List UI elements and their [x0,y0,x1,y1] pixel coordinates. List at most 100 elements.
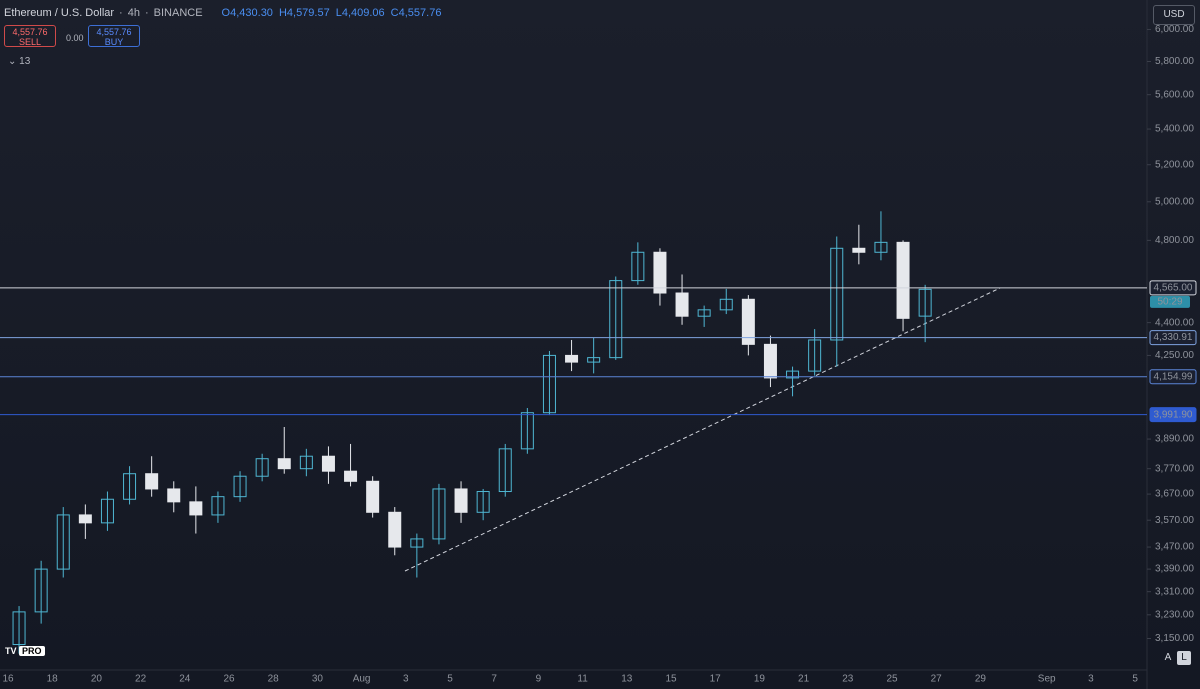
x-tick-label: 25 [886,674,898,685]
candle-body [653,251,667,294]
x-tick-label: 3 [403,674,409,685]
candle-body [34,568,48,613]
candle-body [100,498,114,524]
indicator-count: 13 [19,56,31,67]
candle-body [12,611,26,646]
buy-button[interactable]: 4,557.76 BUY [88,25,140,47]
candle-body [520,412,534,450]
trend-line [404,287,1001,572]
candle-body [918,288,932,317]
candle-body [542,354,556,414]
y-tick-label: 3,310.00 [1155,586,1194,597]
y-tick-label: 6,000.00 [1155,24,1194,35]
candle-body [565,354,579,363]
x-tick-label: 11 [577,674,588,685]
candle-body [410,538,424,548]
candle-body [631,251,645,282]
y-tick-label: 3,230.00 [1155,609,1194,620]
price-label-box [1149,407,1197,423]
ohlc-value: L4,409.06 [336,7,385,19]
price-label: 4,565.00 [1154,282,1193,293]
y-tick-label: 5,000.00 [1155,196,1194,207]
price-label-box [1149,280,1197,296]
price-label: 4,154.99 [1154,371,1193,382]
y-tick-label: 5,800.00 [1155,56,1194,67]
buy-price: 4,557.76 [96,27,132,37]
candle-body [233,475,247,498]
x-tick-label: 24 [179,674,191,685]
sell-button[interactable]: 4,557.76 SELL [4,25,56,47]
x-tick-label: 9 [536,674,542,685]
candle-body [476,491,490,513]
candle-body [786,370,800,379]
currency-button[interactable]: USD [1153,5,1195,25]
y-tick-label: 3,890.00 [1155,434,1194,445]
candle-body [741,298,755,345]
x-tick-label: 3 [1088,674,1094,685]
candle-body [830,247,844,341]
candle-body [388,511,402,548]
ohlc-number: 4,557.76 [398,7,442,19]
ohlc-number: 4,409.06 [341,7,385,19]
countdown: 50:29 [1157,296,1182,307]
y-tick-label: 3,670.00 [1155,489,1194,500]
symbol-header: Ethereum / U.S. Dollar · 4h · BINANCE O4… [4,7,441,19]
separator: · [144,7,149,19]
x-tick-label: 28 [268,674,280,685]
ohlc: O4,430.30 H4,579.57 L4,409.06 C4,557.76 [222,7,442,19]
candle-body [697,309,711,317]
sell-label: SELL [18,37,42,47]
indicators-toggle[interactable]: ⌄ 13 [8,56,31,67]
candle-body [255,458,269,477]
logo: TV PRO [5,646,45,656]
x-tick-label: 21 [798,674,810,685]
countdown-box [1150,295,1190,308]
ohlc-key: C [390,7,399,19]
logo-text: PRO [19,646,45,656]
spread: 0.00 [66,33,84,43]
y-tick-label: 4,250.00 [1155,350,1194,361]
y-tick-label: 3,470.00 [1155,542,1194,553]
x-tick-label: 29 [975,674,987,685]
ohlc-value: O4,430.30 [222,7,273,19]
ohlc-number: 4,579.57 [286,7,330,19]
candle-body [123,473,137,500]
candle-body [874,241,888,253]
ohlc-key: H [278,7,287,19]
candle-body [277,458,291,470]
x-tick-label: 18 [47,674,59,685]
ohlc-value: H4,579.57 [279,7,330,19]
ohlc-key: O [221,7,231,19]
x-tick-label: 17 [710,674,722,685]
candle-body [852,247,866,253]
candle-body [498,448,512,493]
y-tick-label: 4,800.00 [1155,235,1194,246]
y-tick-label: 4,400.00 [1155,317,1194,328]
x-tick-label: Sep [1038,674,1056,685]
candle-body [321,455,335,472]
buy-label: BUY [104,37,124,47]
x-tick-label: 7 [491,674,497,685]
x-tick-label: 15 [665,674,677,685]
candle-body [211,496,225,516]
candle-body [366,480,380,513]
x-tick-label: 5 [447,674,453,685]
x-tick-label: 16 [2,674,14,685]
y-tick-label: 5,400.00 [1155,124,1194,135]
candle-body [587,357,601,363]
x-tick-label: 27 [931,674,943,685]
x-tick-label: 22 [135,674,147,685]
y-tick-label: 3,390.00 [1155,564,1194,575]
interval: 4h [127,7,140,19]
auto-scale-button[interactable]: A [1164,652,1172,663]
candle-body [56,514,70,570]
y-tick-label: 3,770.00 [1155,463,1194,474]
ohlc-value: C4,557.76 [391,7,442,19]
log-scale-button[interactable]: L [1177,651,1191,665]
x-tick-label: 23 [842,674,854,685]
x-tick-label: 20 [91,674,103,685]
price-label: 3,991.90 [1154,409,1193,420]
